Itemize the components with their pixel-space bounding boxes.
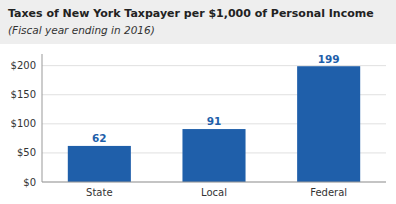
bar <box>182 129 245 182</box>
x-tick-label: Federal <box>310 187 347 198</box>
data-label: 62 <box>92 132 107 144</box>
bars <box>68 66 360 182</box>
y-tick-label: $50 <box>17 147 36 158</box>
y-tick-label: $0 <box>23 177 36 188</box>
y-tick-label: $100 <box>11 118 36 129</box>
chart: Taxes of New York Taxpayer per $1,000 of… <box>0 0 396 204</box>
grid-line <box>42 182 386 183</box>
grid-line <box>42 65 386 66</box>
subtitle: (Fiscal year ending in 2016) <box>8 24 155 36</box>
title-band <box>0 0 396 44</box>
bar <box>297 66 360 182</box>
x-axis-line <box>42 182 386 183</box>
title: Taxes of New York Taxpayer per $1,000 of… <box>8 7 374 20</box>
y-axis-line <box>42 54 43 182</box>
data-label: 199 <box>318 53 340 65</box>
bar <box>68 146 131 182</box>
x-tick-label: Local <box>201 187 227 198</box>
y-tick-label: $150 <box>11 89 36 100</box>
x-tick-label: State <box>86 187 112 198</box>
data-label: 91 <box>207 115 222 127</box>
y-tick-label: $200 <box>11 60 36 71</box>
